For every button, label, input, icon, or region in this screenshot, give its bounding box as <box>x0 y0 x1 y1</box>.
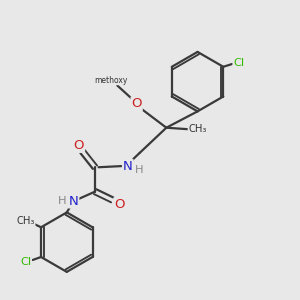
Text: Cl: Cl <box>233 58 244 68</box>
Text: CH₃: CH₃ <box>188 124 207 134</box>
Text: O: O <box>114 198 124 211</box>
Text: Cl: Cl <box>20 257 31 267</box>
Text: O: O <box>74 139 84 152</box>
Text: H: H <box>58 196 67 206</box>
Text: O: O <box>131 98 142 110</box>
Text: N: N <box>69 195 79 208</box>
Text: methoxy: methoxy <box>94 76 127 85</box>
Text: CH₃: CH₃ <box>16 216 35 226</box>
Text: H: H <box>135 165 143 175</box>
Text: N: N <box>123 160 133 172</box>
